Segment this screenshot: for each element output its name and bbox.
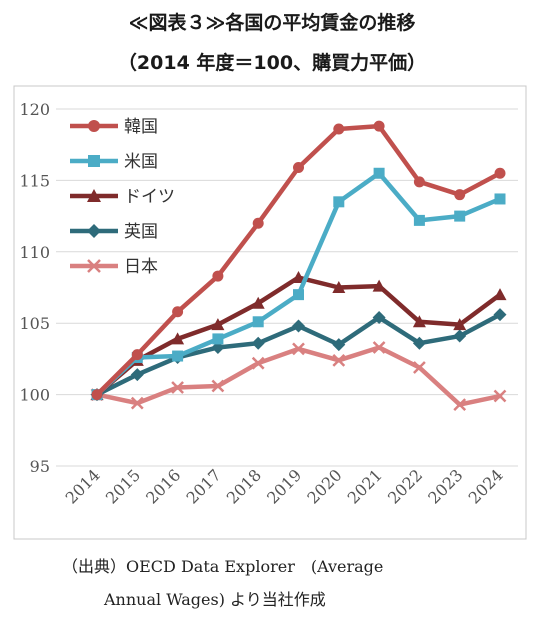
data-point-triangle	[292, 271, 305, 284]
data-point-diamond	[292, 319, 305, 333]
data-point-circle	[172, 306, 184, 318]
data-point-circle	[413, 176, 425, 188]
source-note-line1: （出典）OECD Data Explorer (Average	[62, 557, 384, 576]
y-tick-label: 115	[19, 171, 50, 190]
chart-frame	[13, 85, 527, 540]
data-point-x	[292, 342, 305, 356]
data-point-circle	[494, 167, 506, 179]
data-point-triangle	[251, 296, 265, 309]
data-point-triangle	[372, 279, 386, 292]
x-tick-label: 2024	[465, 465, 507, 507]
x-tick-label: 2023	[424, 465, 466, 507]
data-point-x	[211, 379, 225, 393]
data-point-square	[494, 193, 506, 205]
x-tick-label: 2019	[263, 465, 305, 507]
data-point-triangle	[171, 332, 185, 345]
series-ドイツ	[90, 271, 507, 401]
data-point-triangle	[211, 318, 225, 331]
x-tick-label: 2022	[384, 465, 426, 507]
data-point-diamond	[412, 336, 426, 350]
data-point-square	[333, 196, 345, 208]
y-axis-ticks: 95 100 105 110 115 120	[19, 100, 50, 476]
data-point-square	[454, 210, 466, 222]
x-tick-label: 2021	[344, 465, 386, 507]
data-point-circle	[333, 123, 345, 135]
data-point-circle	[212, 270, 224, 282]
data-point-square	[373, 167, 385, 179]
x-tick-label: 2015	[102, 465, 144, 507]
chart-subtitle: （2014 年度＝100、購買力平価）	[117, 52, 427, 74]
data-point-square	[293, 289, 304, 301]
data-point-circle	[293, 162, 304, 174]
data-point-x	[372, 341, 386, 354]
y-tick-label: 105	[19, 314, 50, 333]
legend-item-ドイツ: ドイツ	[70, 187, 175, 207]
data-point-x	[453, 398, 467, 411]
data-point-diamond	[453, 329, 467, 343]
data-point-x	[493, 389, 507, 403]
chart-title: ≪図表３≫各国の平均賃金の推移	[128, 12, 416, 34]
data-point-diamond	[493, 308, 507, 322]
data-point-circle	[131, 349, 143, 361]
data-point-circle	[91, 389, 103, 401]
data-point-square	[212, 333, 224, 345]
data-point-square	[252, 316, 264, 328]
data-point-circle	[88, 120, 100, 132]
source-note-line2: Annual Wages) より当社作成	[104, 590, 326, 609]
data-point-triangle	[453, 318, 467, 331]
legend-label: ドイツ	[124, 187, 175, 207]
data-point-diamond	[372, 310, 386, 324]
data-point-triangle	[332, 281, 346, 293]
y-tick-label: 95	[30, 457, 50, 476]
legend-label: 米国	[124, 152, 158, 172]
legend-item-日本: 日本	[70, 257, 158, 277]
x-tick-label: 2018	[223, 465, 265, 507]
data-point-diamond	[251, 336, 265, 350]
data-point-circle	[373, 120, 385, 132]
legend-item-韓国: 韓国	[70, 117, 158, 137]
data-point-triangle	[493, 288, 507, 301]
data-point-x	[413, 361, 426, 374]
data-point-circle	[454, 189, 466, 201]
data-point-diamond	[130, 368, 144, 382]
data-point-diamond	[87, 224, 101, 238]
data-point-x	[171, 381, 184, 394]
x-tick-label: 2017	[183, 465, 225, 507]
series-group	[90, 120, 507, 411]
data-point-circle	[252, 217, 264, 229]
legend-label: 日本	[124, 257, 158, 277]
data-point-x	[251, 356, 265, 370]
y-tick-label: 120	[19, 100, 50, 119]
x-tick-label: 2016	[142, 465, 184, 507]
data-point-triangle	[87, 189, 101, 202]
x-axis-ticks: 2014201520162017201820192020202120222023…	[62, 465, 507, 507]
data-point-square	[88, 155, 100, 167]
legend-item-英国: 英国	[70, 222, 158, 242]
x-tick-label: 2014	[62, 465, 104, 507]
data-point-square	[413, 214, 425, 226]
y-tick-label: 100	[19, 386, 50, 405]
data-point-x	[87, 259, 101, 273]
data-point-square	[172, 350, 184, 362]
data-point-triangle	[412, 315, 426, 328]
x-tick-label: 2020	[303, 465, 345, 507]
legend-item-米国: 米国	[70, 152, 158, 172]
data-point-x	[332, 353, 346, 367]
legend-label: 韓国	[124, 117, 158, 137]
data-point-diamond	[332, 338, 346, 352]
data-point-x	[130, 396, 144, 410]
legend-label: 英国	[124, 222, 158, 242]
y-tick-label: 110	[19, 243, 50, 262]
series-韓国	[91, 120, 506, 401]
